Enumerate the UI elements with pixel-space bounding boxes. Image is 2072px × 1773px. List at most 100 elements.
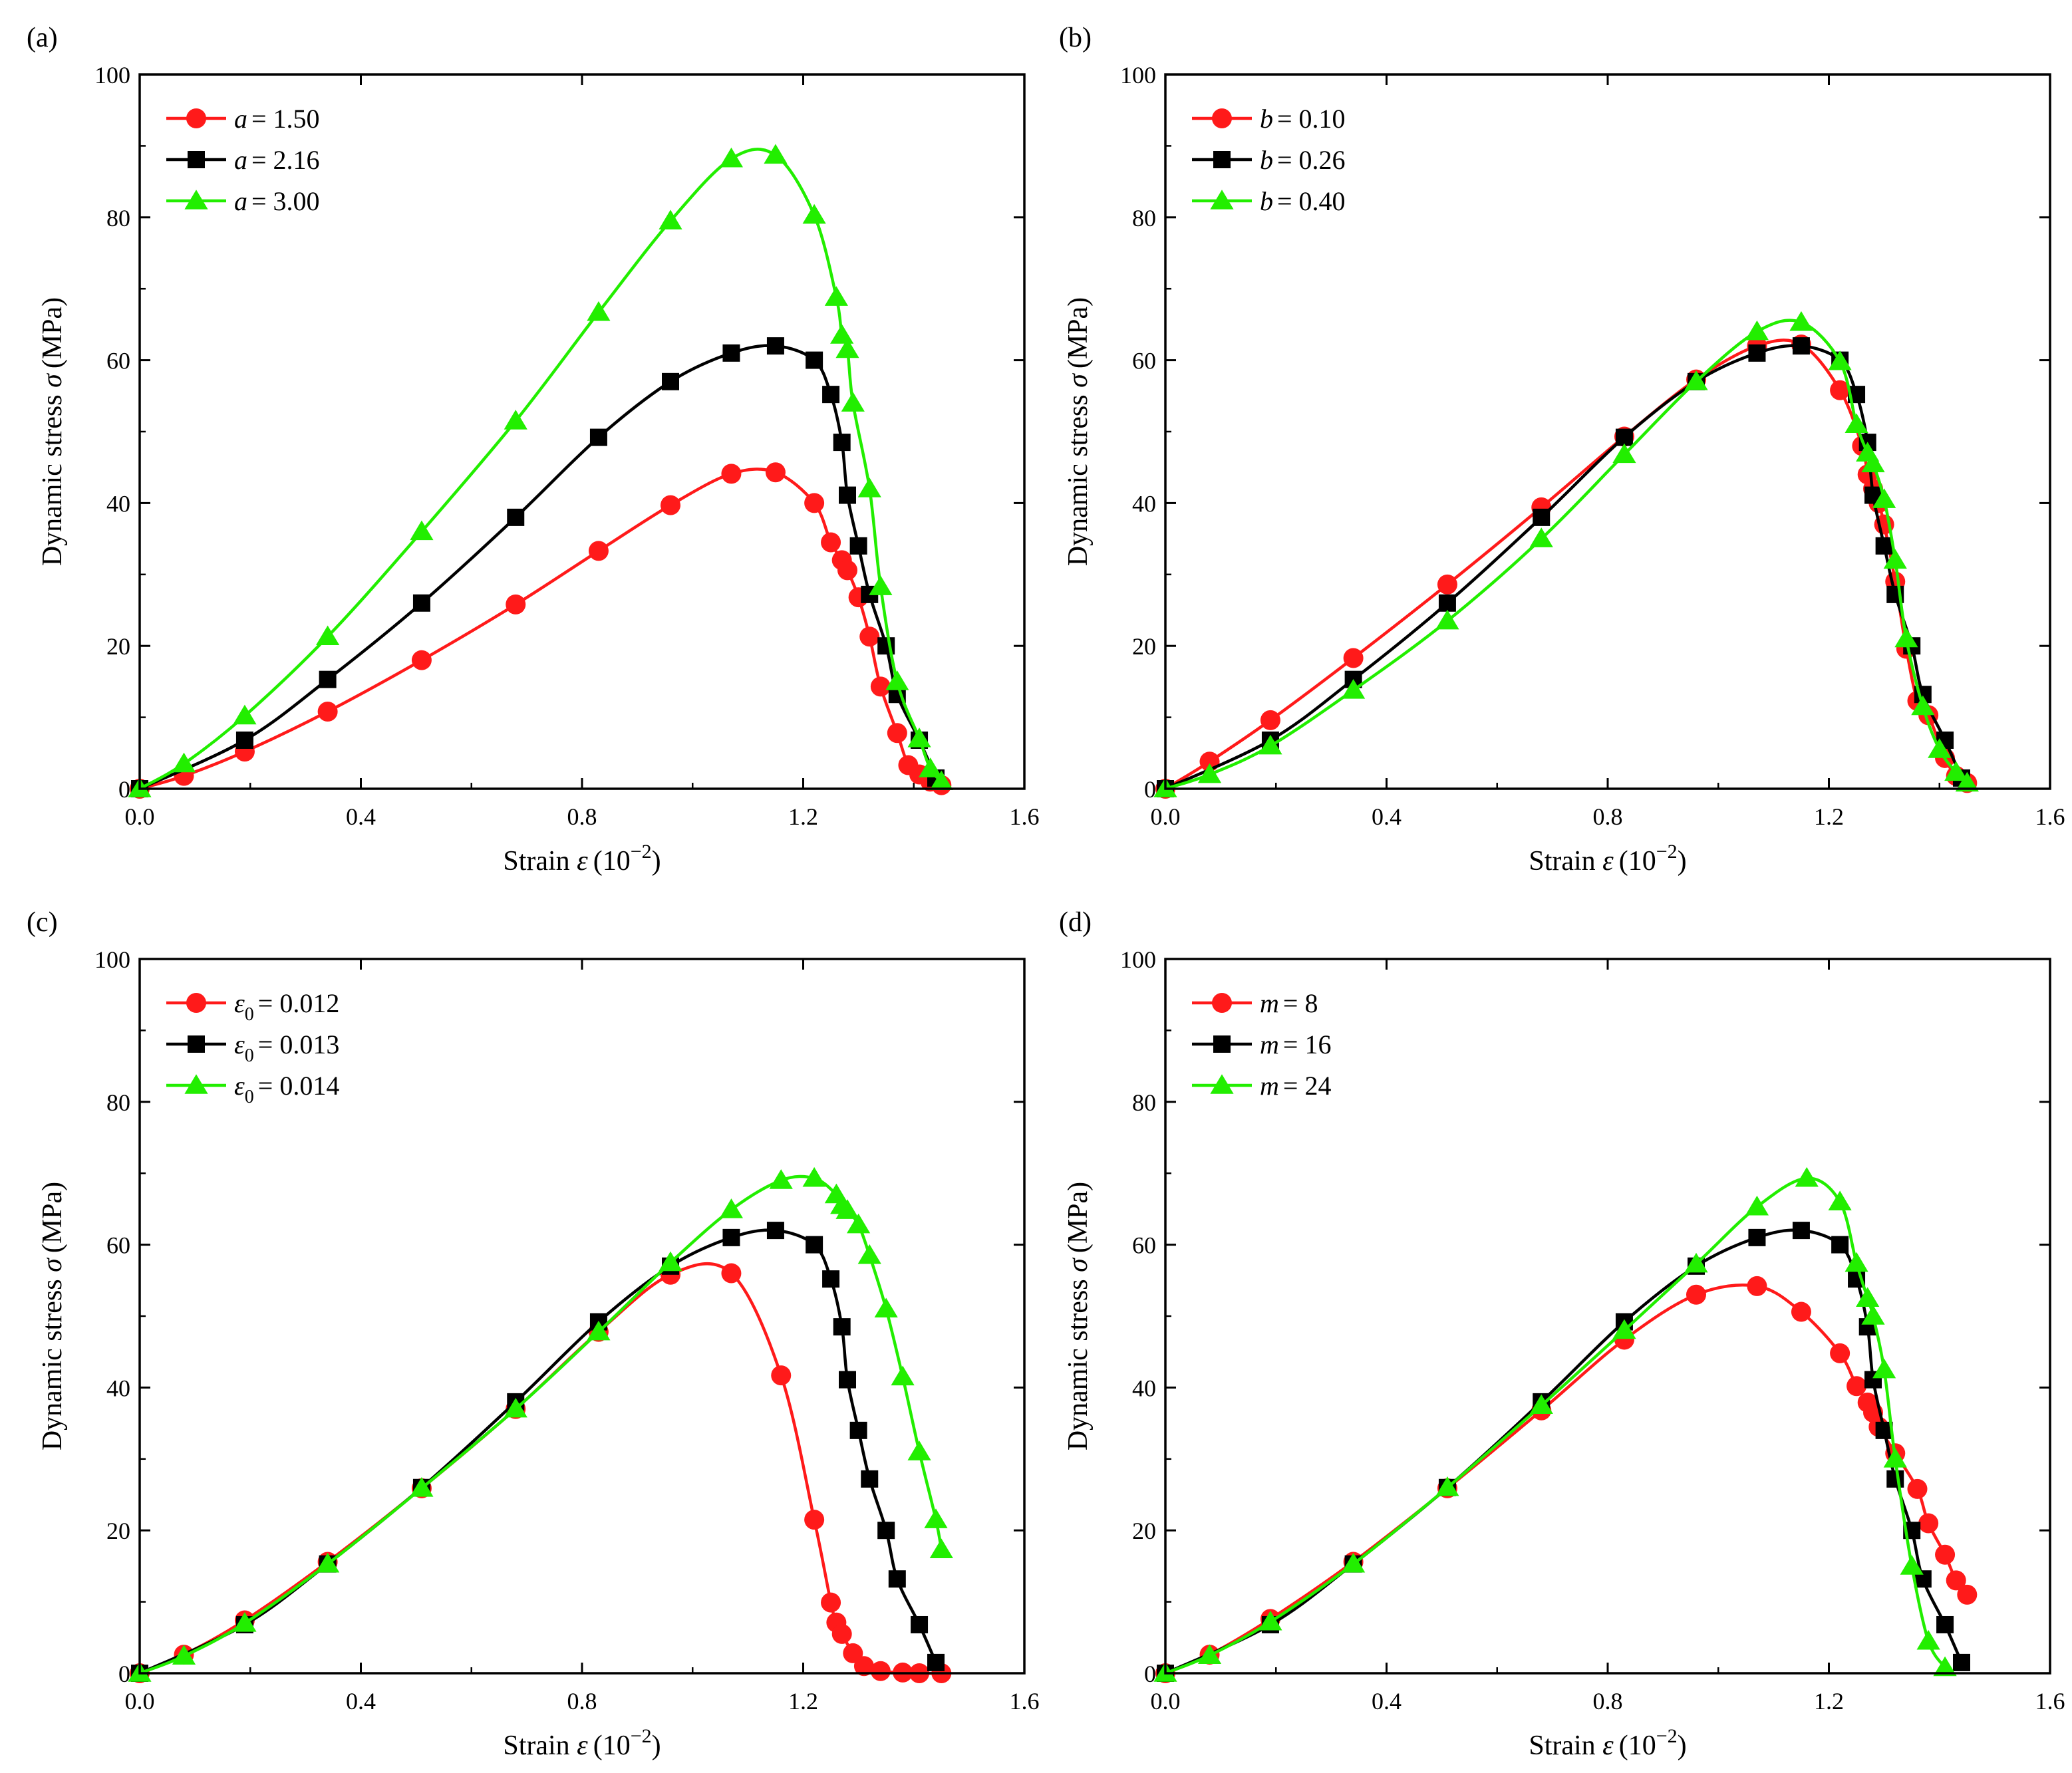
- data-point: [1911, 695, 1935, 716]
- legend-marker: [1213, 1035, 1231, 1053]
- data-point: [319, 670, 337, 688]
- legend: m = 8m = 16m = 24: [1192, 988, 1331, 1101]
- data-point: [1684, 1252, 1708, 1273]
- data-point: [859, 626, 880, 647]
- y-axis-title: Dynamic stress σ (MPa): [1063, 297, 1094, 566]
- data-point: [824, 286, 848, 306]
- y-axis-unit: (MPa): [37, 297, 68, 368]
- legend-marker: [184, 1074, 208, 1094]
- y-tick-label: 100: [1120, 946, 1156, 973]
- data-point: [1792, 1222, 1810, 1240]
- legend-subscript: 0: [245, 1004, 254, 1025]
- y-tick-label: 0: [118, 776, 130, 803]
- legend-label: m = 16: [1260, 1029, 1331, 1059]
- data-point: [1900, 1555, 1924, 1575]
- legend: b = 0.10b = 0.26b = 0.40: [1192, 104, 1346, 216]
- legend-label: ε0 = 0.013: [234, 1029, 339, 1066]
- data-point: [587, 1320, 611, 1341]
- data-point: [1260, 710, 1280, 730]
- data-point: [833, 1318, 851, 1336]
- x-axis-title-text: Strain: [503, 846, 577, 877]
- data-point: [504, 1397, 527, 1418]
- y-tick-label: 40: [106, 490, 130, 517]
- legend-value: = 0.26: [1277, 145, 1346, 175]
- data-point: [1872, 488, 1896, 508]
- chart-panel-1: (a) 0.0 0.4 0.8 1.2 1.6 0 20 40 60 80 100 Strain ε (1…: [27, 23, 1040, 877]
- y-axis-symbol: σ: [37, 372, 68, 388]
- data-point: [1883, 549, 1907, 569]
- y-tick-label: 20: [1132, 1518, 1156, 1544]
- series-line: [139, 1174, 943, 1675]
- data-point: [1886, 1470, 1904, 1488]
- data-point: [837, 560, 857, 581]
- legend-subscript: 0: [245, 1045, 254, 1066]
- y-tick-label: 60: [106, 348, 130, 374]
- x-axis-title: Strain ε (10−2): [1529, 1725, 1686, 1761]
- data-point: [806, 1236, 823, 1254]
- legend-symbol: a: [234, 186, 247, 216]
- panel-tag: (d): [1059, 907, 1092, 938]
- legend-subscript: 0: [245, 1087, 254, 1107]
- x-tick-label: 0.0: [1151, 803, 1181, 830]
- data-point: [719, 147, 744, 168]
- panel-tag: (a): [27, 23, 58, 53]
- data-point: [1529, 1394, 1553, 1415]
- x-tick-label: 0.0: [125, 1688, 155, 1714]
- data-point: [1437, 574, 1457, 595]
- legend-marker: [188, 151, 205, 168]
- legend-value: = 0.013: [258, 1029, 340, 1059]
- legend-value: = 3.00: [251, 186, 320, 216]
- series-3: [1153, 1166, 1957, 1682]
- series-3: [1153, 311, 1979, 797]
- data-point: [1828, 350, 1852, 370]
- x-axis-exponent: −2: [631, 1725, 652, 1747]
- data-point: [1933, 1656, 1957, 1677]
- data-point: [661, 495, 680, 515]
- data-point: [857, 477, 881, 497]
- data-point: [1946, 1570, 1966, 1591]
- y-tick-label: 100: [94, 946, 130, 973]
- plot-frame: [1164, 73, 2051, 790]
- data-point: [1435, 609, 1459, 630]
- x-axis-exponent: −2: [1656, 841, 1678, 863]
- data-point: [1830, 1343, 1850, 1363]
- legend-label: b = 0.26: [1260, 145, 1346, 175]
- x-axis-symbol: ε: [1602, 1730, 1614, 1761]
- legend-marker: [1213, 151, 1231, 168]
- data-point: [1748, 344, 1766, 362]
- data-point: [771, 1365, 792, 1386]
- legend-symbol: ε: [234, 988, 245, 1018]
- legend-symbol: a: [234, 104, 247, 134]
- data-point: [1845, 1252, 1868, 1272]
- legend-marker: [1210, 190, 1234, 209]
- data-point: [929, 770, 953, 791]
- data-point: [1955, 771, 1979, 792]
- data-point: [927, 1653, 945, 1671]
- data-point: [822, 1270, 840, 1288]
- data-point: [821, 532, 841, 553]
- data-point: [721, 464, 742, 484]
- data-point: [1861, 452, 1885, 473]
- data-point: [841, 392, 865, 412]
- x-tick-label: 1.2: [788, 1688, 818, 1714]
- x-tick-label: 1.6: [2035, 803, 2065, 830]
- data-point: [888, 1570, 906, 1588]
- data-point: [822, 386, 840, 404]
- data-point: [831, 1623, 852, 1644]
- x-tick-label: 0.0: [1151, 1688, 1181, 1714]
- data-point: [1957, 1584, 1978, 1605]
- y-tick-label: 40: [1132, 490, 1156, 517]
- data-point: [869, 575, 893, 595]
- data-point: [589, 428, 607, 446]
- data-point: [1847, 1376, 1867, 1397]
- data-point: [806, 351, 823, 369]
- x-tick-label: 0.8: [1593, 1688, 1623, 1714]
- data-point: [911, 1615, 929, 1633]
- data-point: [924, 1508, 948, 1528]
- legend-value: = 0.014: [258, 1071, 340, 1101]
- y-axis-symbol: σ: [1063, 372, 1094, 388]
- data-point: [1828, 1190, 1852, 1210]
- data-point: [1845, 413, 1868, 434]
- legend-label: ε0 = 0.012: [234, 988, 339, 1025]
